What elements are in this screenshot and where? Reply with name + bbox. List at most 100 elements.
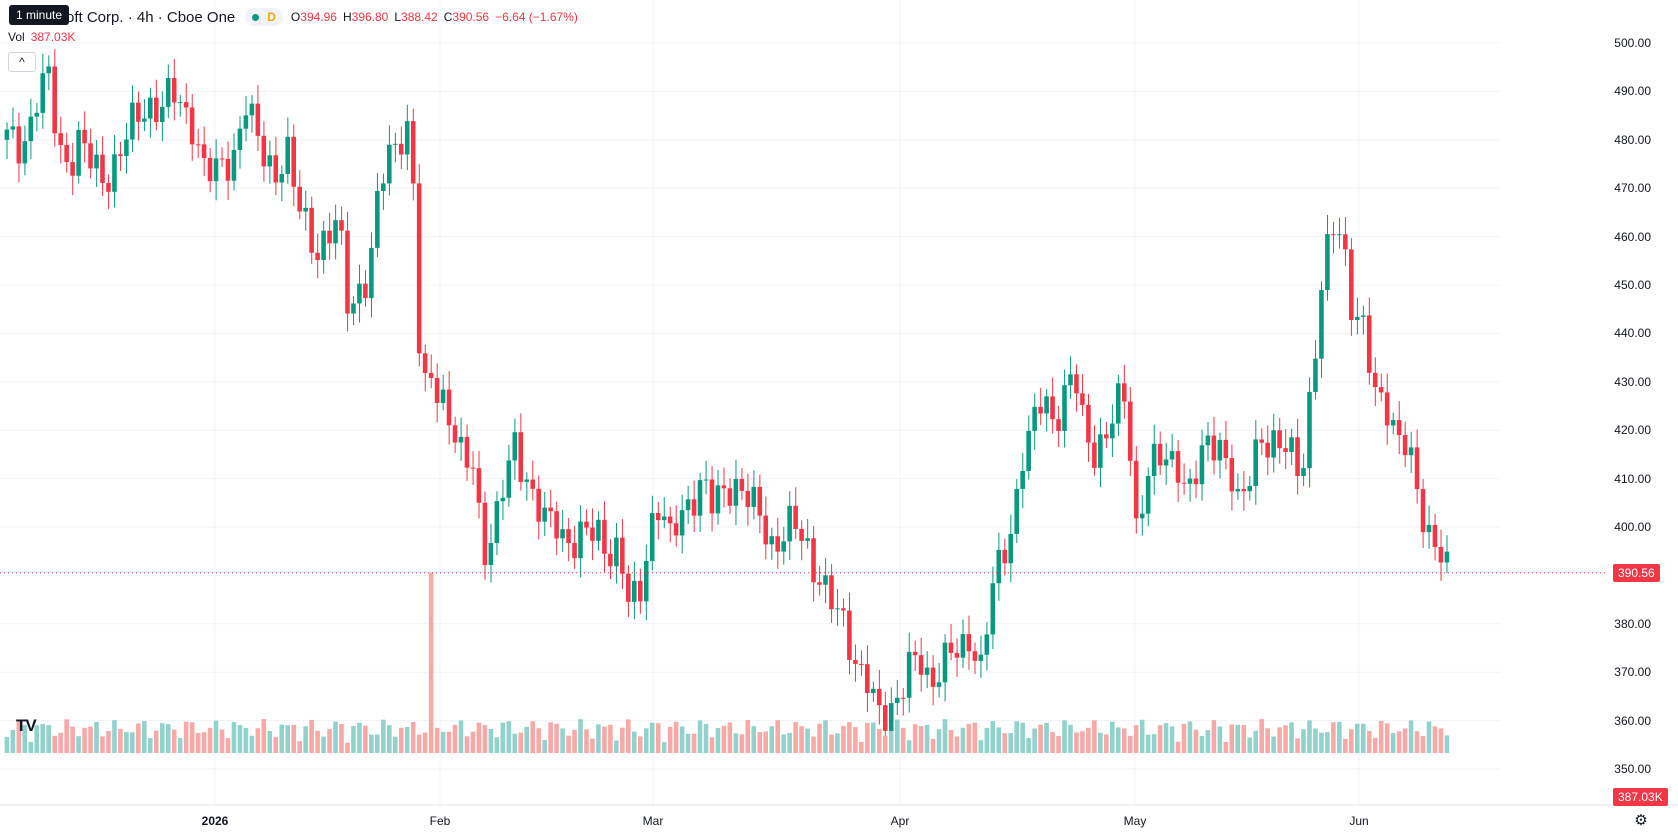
x-tick-label: May xyxy=(1123,814,1147,828)
candle-body xyxy=(518,432,524,482)
volume-bar xyxy=(655,723,661,753)
tradingview-logo-icon[interactable]: TV xyxy=(16,716,37,735)
volume-bar xyxy=(76,736,81,753)
volume-bar xyxy=(470,731,476,753)
volume-bar xyxy=(339,724,344,753)
candle-body xyxy=(805,538,810,541)
candle-body xyxy=(46,66,52,74)
volume-bar xyxy=(996,727,1002,753)
volume-bar xyxy=(273,737,279,753)
volume-bar xyxy=(321,736,326,753)
volume-bar xyxy=(972,722,978,753)
candle-body xyxy=(673,523,679,536)
candle-body xyxy=(1426,524,1432,533)
volume-bar xyxy=(954,736,960,753)
candle-body xyxy=(404,121,410,155)
candle-body xyxy=(626,573,631,602)
volume-bar xyxy=(643,728,649,753)
candle-body xyxy=(482,502,488,565)
volume-bar xyxy=(333,721,338,753)
candle-body xyxy=(948,642,954,653)
y-tick-label: 440.00 xyxy=(1614,326,1651,341)
candle-body xyxy=(924,667,930,675)
volume-bar xyxy=(237,725,243,753)
volume-bar xyxy=(452,724,458,753)
candle-body xyxy=(1080,393,1085,405)
volume-bar xyxy=(464,736,470,753)
volume-bar xyxy=(1360,723,1366,753)
volume-bar xyxy=(1271,736,1276,753)
candle-body xyxy=(506,460,512,498)
candle-body xyxy=(1313,358,1318,392)
volume-bar xyxy=(70,726,75,753)
volume-bar xyxy=(207,727,213,753)
volume-bar xyxy=(1307,720,1312,753)
candle-body xyxy=(159,106,165,123)
volume-bar xyxy=(1187,721,1193,753)
candle-body xyxy=(1193,478,1199,485)
volume-bar xyxy=(900,727,906,753)
volume-bar xyxy=(1295,738,1300,753)
volume-bar xyxy=(500,722,506,753)
volume-bar xyxy=(590,738,595,753)
candle-body xyxy=(1014,488,1019,534)
volume-bar xyxy=(727,722,733,753)
volume-bar xyxy=(303,726,308,753)
volume-bar xyxy=(357,722,362,753)
volume-bar xyxy=(243,728,249,753)
volume-bar xyxy=(1283,725,1288,753)
volume-bar xyxy=(482,725,488,753)
candle-body xyxy=(1151,443,1157,477)
volume-bar xyxy=(1235,724,1241,753)
volume-bar xyxy=(1408,720,1414,753)
volume-bar xyxy=(530,721,535,753)
volume-bar xyxy=(28,741,34,753)
candle-body xyxy=(375,191,380,248)
candle-body xyxy=(4,129,10,140)
collapse-legend-button[interactable]: ^ xyxy=(8,52,36,72)
symbol-title[interactable]: oft Corp. · 4h · Cboe One xyxy=(66,8,236,26)
volume-bar xyxy=(882,735,888,753)
interval-tooltip: 1 minute xyxy=(9,5,70,25)
volume-bar xyxy=(1253,730,1258,753)
volume-bar xyxy=(327,729,332,753)
y-tick-label: 480.00 xyxy=(1614,132,1651,147)
volume-bar xyxy=(560,728,565,753)
volume-bar xyxy=(398,727,404,753)
candle-body xyxy=(225,158,231,181)
gear-icon[interactable]: ⚙ xyxy=(1634,812,1648,829)
volume-bar xyxy=(171,729,177,753)
volume-bar xyxy=(817,723,822,753)
candle-body xyxy=(387,144,392,184)
candle-body xyxy=(703,479,709,481)
market-status[interactable]: D xyxy=(245,8,283,26)
candle-body xyxy=(1289,437,1294,452)
candle-body xyxy=(769,536,775,545)
candle-body xyxy=(1384,392,1390,426)
volume-bar xyxy=(1115,727,1121,753)
candle-body xyxy=(118,154,123,157)
volume-bar xyxy=(990,720,996,753)
volume-bar xyxy=(4,737,10,753)
volume-bar xyxy=(1199,735,1205,753)
volume-bar xyxy=(859,741,864,753)
volume-bar xyxy=(1438,728,1444,753)
y-tick-label: 470.00 xyxy=(1614,181,1651,196)
candle-body xyxy=(1127,401,1133,461)
volume-bar xyxy=(876,728,882,753)
candle-body xyxy=(1229,458,1235,492)
volume-bar xyxy=(1014,721,1019,753)
volume-bar xyxy=(392,736,398,753)
candle-body xyxy=(500,497,506,502)
volume-bar xyxy=(1241,725,1247,753)
candle-body xyxy=(859,663,864,665)
volume-bar xyxy=(1444,735,1450,753)
y-tick-label: 360.00 xyxy=(1614,713,1651,728)
volume-bar xyxy=(697,720,703,753)
candle-body xyxy=(1145,476,1151,514)
candle-body xyxy=(237,128,243,150)
candle-body xyxy=(64,144,69,163)
y-tick-label: 430.00 xyxy=(1614,374,1651,389)
volume-bar xyxy=(375,734,380,753)
